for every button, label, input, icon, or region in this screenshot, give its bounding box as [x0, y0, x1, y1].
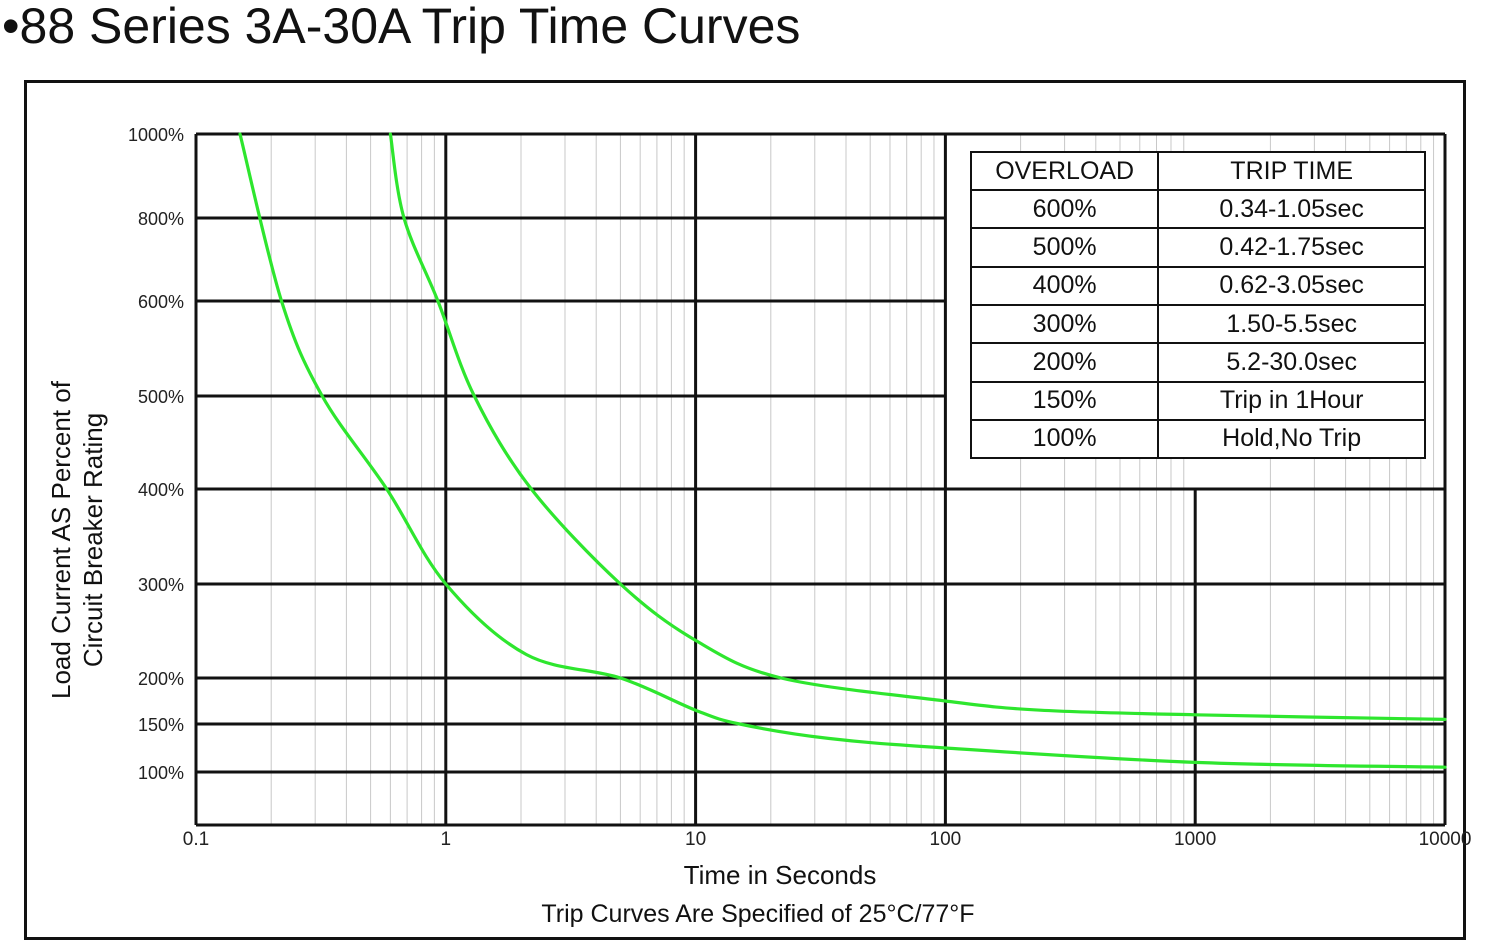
overload-cell: 600% [972, 189, 1160, 230]
table-row: 300% 1.50-5.5sec [972, 303, 1424, 345]
trip-curve-line-2 [388, 132, 1447, 721]
y-tick-label: 100% [138, 763, 184, 783]
trip-time-header: TRIP TIME [1157, 153, 1424, 192]
chart-note: Trip Curves Are Specified of 25°C/77°F [541, 900, 974, 928]
y-tick-label: 150% [138, 715, 184, 735]
table-row: 600% 0.34-1.05sec [972, 189, 1424, 230]
overload-cell: 500% [972, 227, 1160, 268]
table-row: 150% Trip in 1Hour [972, 380, 1424, 421]
table-row: 100% Hold,No Trip [972, 418, 1424, 457]
y-tick-label: 200% [138, 669, 184, 689]
overload-cell: 100% [972, 418, 1160, 457]
chart-frame [24, 80, 1466, 940]
tick-labels: 0.1 1 10 100 1000 100001000%800%600%500%400%3… [128, 125, 1471, 850]
table-row: 500% 0.42-1.75sec [972, 227, 1424, 268]
table-row: 400% 0.62-3.05sec [972, 265, 1424, 306]
y-tick-label: 1000% [128, 125, 184, 145]
x-tick-label: 10 [685, 829, 706, 850]
trip-time-cell: 5.2-30.0sec [1157, 342, 1424, 383]
overload-cell: 200% [972, 342, 1160, 383]
y-tick-label: 400% [138, 480, 184, 500]
x-tick-label: 1 [441, 829, 452, 850]
table-row: 200% 5.2-30.0sec [972, 342, 1424, 383]
overload-table: OVERLOAD TRIP TIME 600% 0.34-1.05sec 500%… [970, 151, 1426, 459]
y-tick-label: 800% [138, 209, 184, 229]
trip-time-cell: Hold,No Trip [1157, 418, 1424, 457]
trip-time-cell: 1.50-5.5sec [1157, 303, 1424, 345]
overload-cell: 300% [972, 303, 1160, 345]
overload-cell: 400% [972, 265, 1160, 306]
y-axis-label-line2: Circuit Breaker Rating [78, 413, 108, 667]
y-axis-label-line1: Load Current AS Percent of [46, 380, 76, 699]
y-tick-label: 600% [138, 292, 184, 312]
trip-time-cell: Trip in 1Hour [1157, 380, 1424, 421]
y-tick-label: 500% [138, 387, 184, 407]
x-axis-label: Time in Seconds [684, 860, 877, 890]
x-tick-label: 0.1 [183, 829, 209, 850]
table-header-row: OVERLOAD TRIP TIME [972, 153, 1424, 192]
x-tick-label: 1000 [1174, 829, 1216, 850]
overload-cell: 150% [972, 380, 1160, 421]
minor-grid [270, 134, 1435, 825]
trip-time-cell: 0.42-1.75sec [1157, 227, 1424, 268]
trip-time-cell: 0.62-3.05sec [1157, 265, 1424, 306]
trip-curve-line-1 [238, 132, 1447, 769]
y-tick-label: 300% [138, 575, 184, 595]
major-grid [194, 132, 1447, 827]
page-title: •88 Series 3A-30A Trip Time Curves [2, 0, 801, 54]
x-tick-label: 10000 [1419, 829, 1472, 850]
trip-time-cell: 0.34-1.05sec [1157, 189, 1424, 230]
overload-header: OVERLOAD [972, 153, 1160, 192]
x-tick-label: 100 [930, 829, 962, 850]
trip-curves [238, 132, 1447, 769]
